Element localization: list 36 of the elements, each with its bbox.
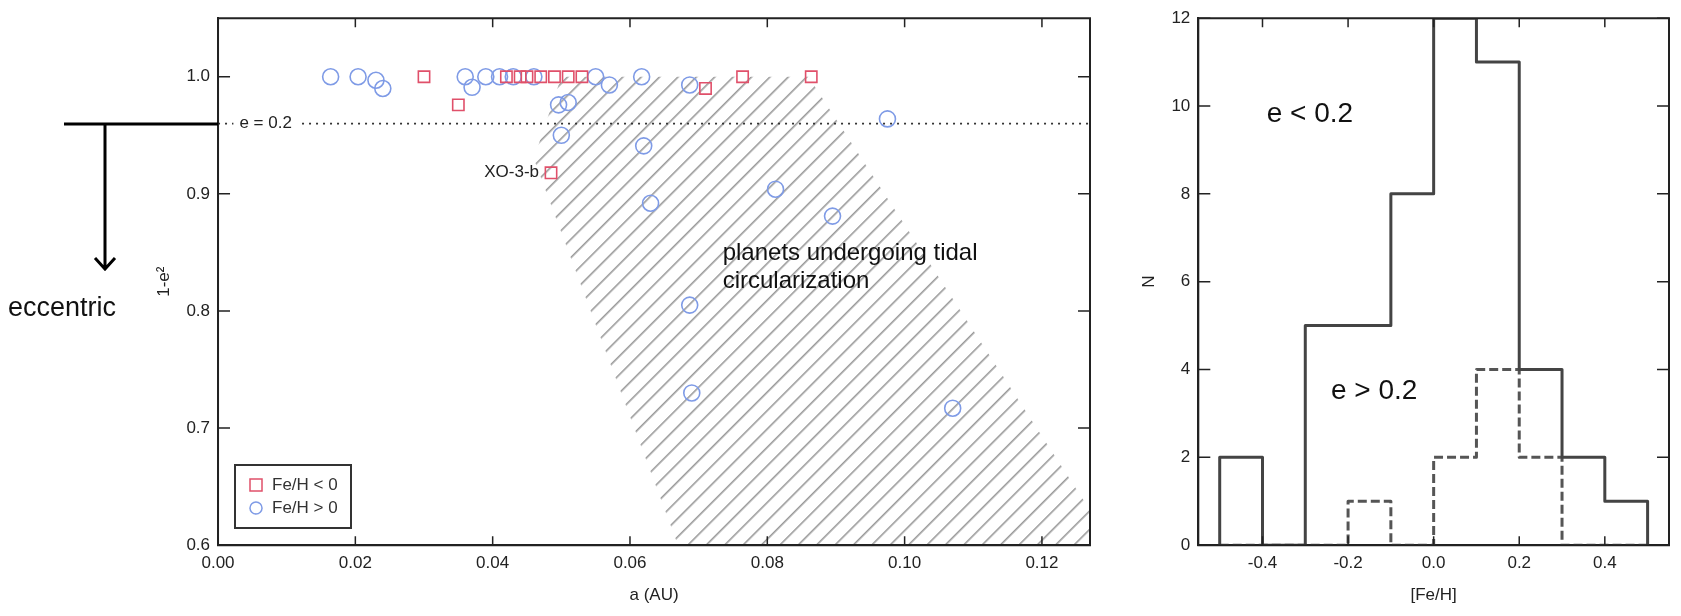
annotation: e = 0.2 — [239, 113, 292, 133]
annotation: XO-3-b — [484, 162, 540, 182]
y-tick-label: 12 — [1171, 7, 1191, 27]
y-tick-label: 6 — [1180, 271, 1191, 291]
legend-label: Fe/H < 0 — [272, 475, 338, 496]
y-tick-label: 2 — [1180, 447, 1191, 467]
y-tick-label: 0.7 — [186, 417, 211, 437]
y-tick-label: 0.9 — [186, 183, 211, 203]
x-tick-label: 0.2 — [1507, 553, 1532, 573]
legend-label: Fe/H > 0 — [272, 498, 338, 519]
x-tick-label: 0.12 — [1025, 553, 1059, 573]
y-axis-title: 1-e² — [153, 266, 173, 297]
y-tick-label: 0.6 — [186, 534, 211, 554]
y-tick-label: 8 — [1180, 183, 1191, 203]
x-tick-label: 0.08 — [750, 553, 784, 573]
x-tick-label: -0.2 — [1333, 553, 1363, 573]
x-tick-label: 0.4 — [1592, 553, 1617, 573]
y-tick-label: 0 — [1180, 534, 1191, 554]
y-tick-label: 0.8 — [186, 300, 211, 320]
x-tick-label: -0.4 — [1247, 553, 1278, 573]
x-tick-label: 0.04 — [476, 553, 510, 573]
annotation: e > 0.2 — [1330, 373, 1418, 407]
x-tick-label: 0.02 — [338, 553, 372, 573]
x-tick-label: 0.00 — [201, 553, 235, 573]
x-tick-label: 0.0 — [1421, 553, 1446, 573]
x-tick-label: 0.10 — [888, 553, 922, 573]
annotation: e < 0.2 — [1266, 97, 1354, 130]
text: eccentric — [8, 291, 117, 323]
annotation: planets undergoing tidal circularization — [722, 238, 979, 294]
x-axis-title: a (AU) — [629, 585, 679, 605]
y-tick-label: 10 — [1171, 95, 1191, 115]
x-tick-label: 0.06 — [613, 553, 647, 573]
x-axis-title: [Fe/H] — [1410, 585, 1457, 605]
y-tick-label: 1.0 — [186, 66, 211, 86]
y-axis-title: N — [1138, 275, 1158, 288]
y-tick-label: 4 — [1180, 359, 1191, 379]
